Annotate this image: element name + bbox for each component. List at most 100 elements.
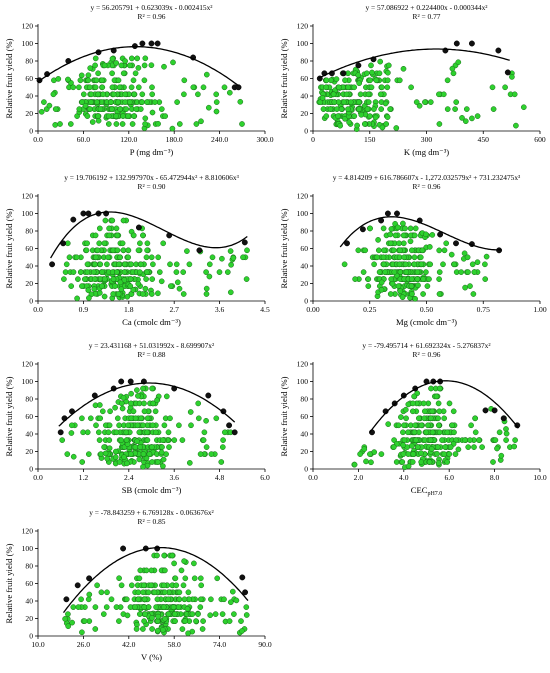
r-squared: R² = 0.77	[413, 12, 441, 21]
green-data-point	[179, 437, 186, 443]
green-data-point	[125, 113, 131, 119]
green-data-point	[148, 567, 155, 574]
green-data-point	[472, 415, 479, 422]
green-data-point	[99, 283, 105, 289]
green-data-point	[400, 451, 407, 457]
green-data-point	[213, 91, 220, 98]
regression-curve	[318, 48, 510, 79]
x-tick-label: 42.0	[122, 640, 135, 649]
green-data-point	[330, 91, 337, 98]
green-data-point	[135, 589, 142, 596]
green-data-point	[96, 437, 103, 443]
green-data-point	[121, 261, 128, 268]
boundary-data-point	[355, 62, 362, 69]
green-data-point	[131, 113, 137, 119]
green-data-point	[108, 106, 115, 112]
green-data-point	[176, 121, 183, 127]
x-tick-label: 0.50	[420, 305, 433, 314]
green-data-point	[167, 415, 173, 422]
green-data-point	[145, 589, 152, 596]
green-data-point	[426, 459, 433, 465]
green-data-point	[410, 400, 416, 407]
green-data-point	[130, 232, 137, 239]
green-data-point	[38, 108, 45, 115]
green-data-point	[239, 121, 245, 127]
boundary-data-point	[241, 239, 248, 246]
green-data-point	[128, 84, 135, 91]
green-data-point	[227, 289, 234, 296]
green-data-point	[357, 451, 363, 457]
green-data-point	[323, 84, 329, 91]
green-data-point	[197, 604, 204, 610]
green-data-point	[174, 99, 180, 105]
green-data-point	[160, 456, 167, 463]
green-data-point	[237, 98, 244, 105]
green-data-point	[387, 231, 394, 238]
green-data-point	[380, 261, 387, 268]
green-data-point	[149, 385, 155, 392]
green-data-point	[434, 451, 440, 457]
green-data-point	[137, 567, 144, 574]
green-data-point	[378, 451, 385, 457]
green-data-point	[384, 77, 391, 84]
green-data-point	[224, 269, 231, 275]
green-data-point	[412, 422, 419, 429]
green-data-point	[401, 422, 407, 429]
y-tick-label: 40	[300, 92, 308, 101]
green-data-point	[99, 77, 105, 84]
green-data-point	[81, 276, 88, 283]
green-data-point	[472, 429, 479, 436]
green-data-point	[104, 261, 110, 268]
boundary-data-point	[359, 226, 366, 233]
green-data-point	[130, 77, 137, 84]
boundary-data-point	[70, 216, 77, 223]
green-data-point	[86, 618, 93, 624]
green-data-point	[443, 240, 450, 247]
green-data-point	[113, 113, 119, 119]
y-tick-label: 80	[25, 227, 33, 236]
green-data-point	[174, 279, 181, 286]
green-data-point	[378, 106, 385, 112]
green-data-point	[203, 71, 210, 78]
green-data-point	[227, 599, 234, 606]
x-tick-label: 0	[311, 135, 315, 144]
green-data-point	[407, 225, 414, 232]
green-data-point	[149, 109, 156, 116]
chart-p: y = 56.205791 + 0.623039x - 0.002415x² R²…	[0, 0, 275, 158]
x-tick-label: 1.2	[79, 473, 89, 482]
green-data-point	[434, 444, 441, 450]
green-data-point	[490, 459, 496, 465]
green-data-point	[149, 91, 156, 98]
green-data-point	[364, 106, 371, 112]
green-data-point	[455, 59, 462, 66]
green-data-point	[509, 74, 515, 80]
green-data-point	[408, 283, 415, 289]
green-data-point	[50, 91, 57, 98]
green-data-point	[414, 276, 421, 282]
green-data-point	[418, 261, 425, 268]
green-data-point	[136, 611, 143, 617]
boundary-data-point	[139, 40, 146, 47]
green-data-point	[429, 408, 436, 415]
green-data-point	[144, 269, 150, 275]
green-data-point	[134, 422, 141, 429]
green-data-point	[446, 451, 453, 457]
x-tick-label: 0.0	[33, 135, 43, 144]
green-data-point	[397, 247, 403, 254]
green-data-point	[81, 618, 88, 624]
green-data-point	[435, 422, 442, 429]
y-tick-label: 40	[300, 262, 308, 271]
green-data-point	[448, 251, 455, 258]
boundary-data-point	[468, 40, 475, 47]
green-data-point	[65, 76, 71, 83]
green-data-point	[105, 121, 112, 127]
green-data-point	[98, 451, 104, 457]
green-data-point	[392, 232, 399, 239]
green-data-point	[83, 247, 90, 254]
green-data-point	[511, 91, 518, 98]
green-data-point	[93, 422, 99, 429]
green-data-point	[135, 65, 142, 71]
green-data-point	[368, 62, 374, 69]
green-data-point	[120, 70, 127, 77]
green-data-point	[213, 108, 220, 115]
